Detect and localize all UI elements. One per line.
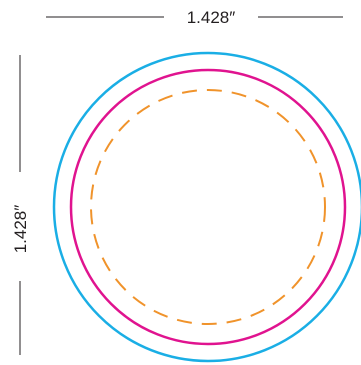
trim-circle (69, 68, 347, 346)
safe-area-circle (90, 89, 326, 325)
width-dimension: 1.428″ (46, 8, 343, 27)
width-dimension-label: 1.428″ (187, 8, 236, 27)
height-dimension-label: 1.428″ (11, 205, 30, 254)
bleed-circle (52, 51, 361, 363)
height-dimension: 1.428″ (11, 55, 30, 355)
